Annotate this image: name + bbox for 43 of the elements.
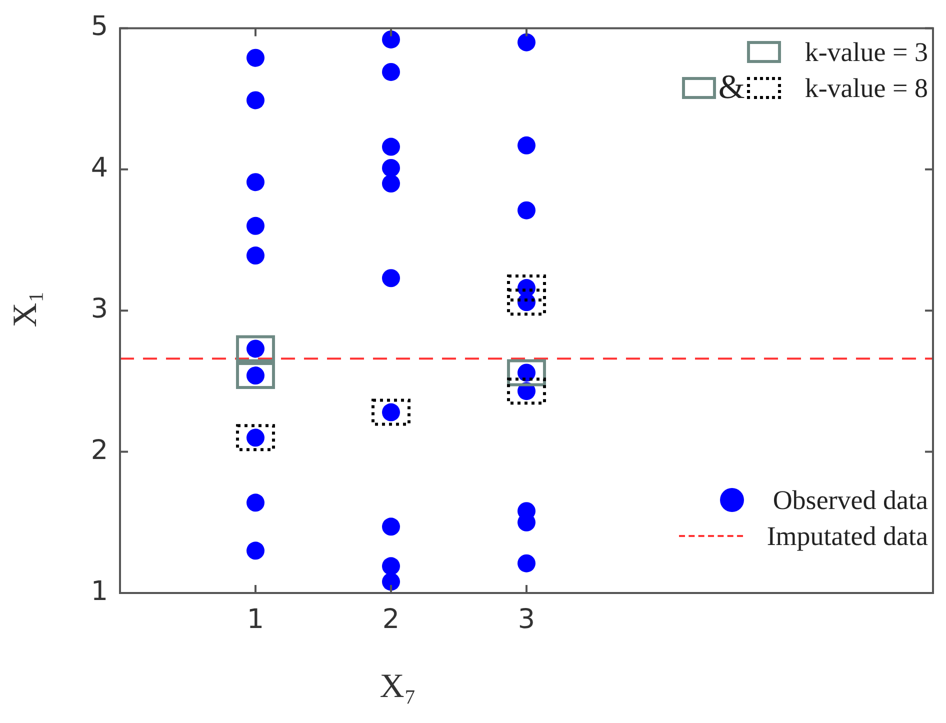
y-tick-label: 3 xyxy=(90,294,108,325)
point xyxy=(382,557,400,576)
y-tick-label: 5 xyxy=(90,11,108,42)
point xyxy=(246,542,264,560)
point xyxy=(518,201,536,220)
point xyxy=(382,30,400,48)
point xyxy=(236,335,275,362)
y-tick-label: 1 xyxy=(90,576,108,608)
point xyxy=(382,158,400,177)
point xyxy=(246,48,264,67)
point xyxy=(382,62,400,81)
x-axis-title: X₇ xyxy=(378,668,418,706)
point xyxy=(507,274,546,302)
legend-label: Observed data xyxy=(772,484,928,516)
point xyxy=(246,494,264,512)
point xyxy=(518,33,536,52)
point xyxy=(382,174,400,193)
y-tick-label: 2 xyxy=(90,434,108,466)
x-tick-label: 2 xyxy=(382,604,400,636)
y-axis-title: X₁ xyxy=(7,290,46,328)
legend-label: Imputated data xyxy=(766,520,928,552)
point xyxy=(507,359,546,386)
x-tick-label: 3 xyxy=(518,604,536,636)
point xyxy=(382,138,400,156)
point xyxy=(518,136,536,154)
point xyxy=(507,288,546,316)
point xyxy=(382,572,400,591)
point xyxy=(246,246,264,265)
point xyxy=(382,518,400,536)
point xyxy=(236,424,275,452)
x-tick-label: 1 xyxy=(246,604,264,636)
legend-label: k-value = 8 xyxy=(804,72,928,104)
point xyxy=(246,91,264,110)
point xyxy=(382,269,400,288)
point xyxy=(236,362,275,390)
legend-label: k-value = 3 xyxy=(804,36,928,68)
point xyxy=(518,554,536,572)
point xyxy=(246,173,264,192)
point xyxy=(372,398,410,426)
annotation: & xyxy=(718,69,745,107)
point xyxy=(507,378,546,405)
y-tick-label: 4 xyxy=(90,152,108,184)
point xyxy=(246,216,264,235)
